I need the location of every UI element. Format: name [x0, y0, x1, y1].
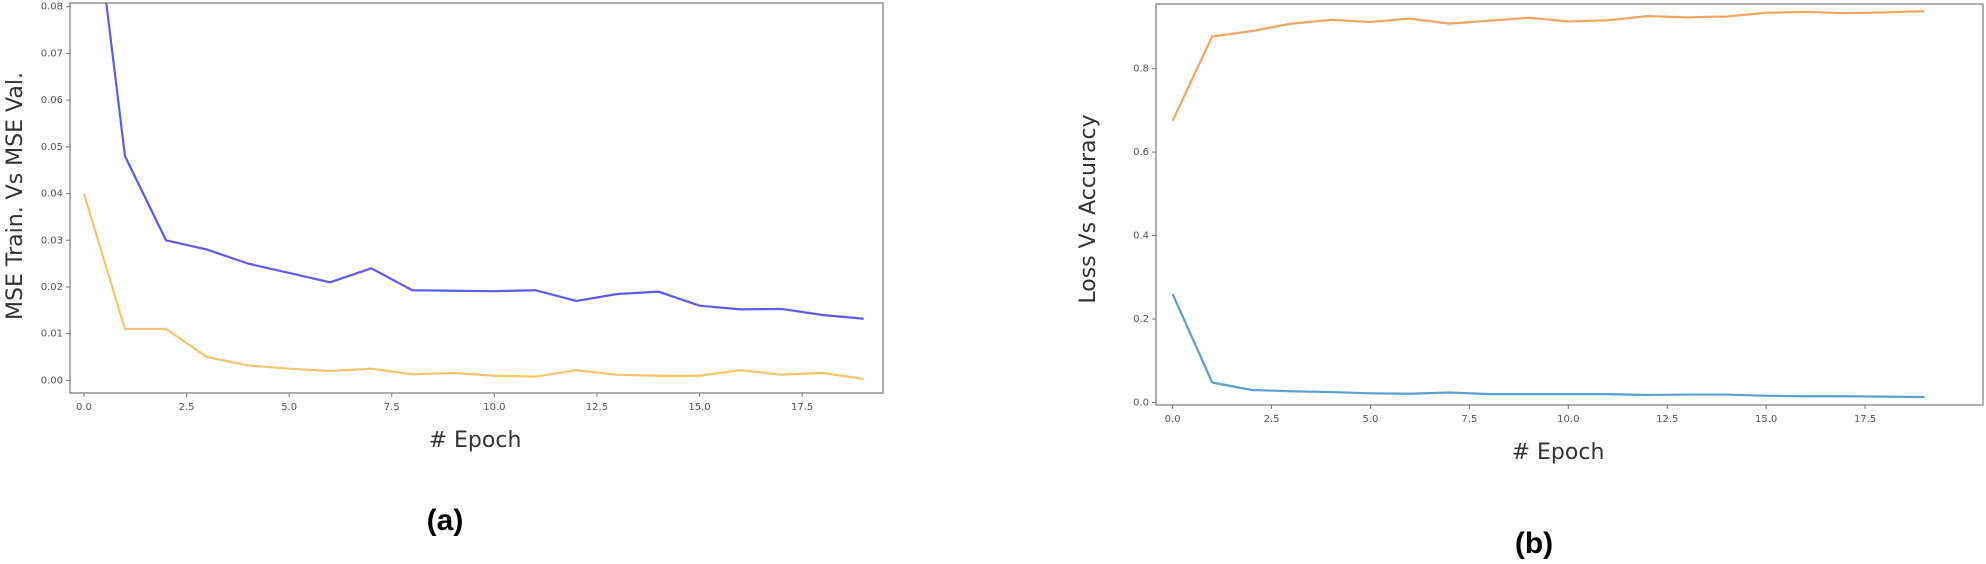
chart: 0.00 0.01 0.02 0.03 0.04 0.05 0.06 0.07 0.08 0.0 2… — [3, 2, 884, 537]
y-tick-label: 0.01 — [41, 329, 63, 340]
y-tick-label: 0.2 — [1133, 314, 1149, 325]
line-series — [82, 193, 864, 381]
line-series — [1171, 293, 1925, 399]
chart: 0.0 0.2 0.4 0.6 0.8 0.0 2.5 5.0 7.5 10.0 12.5 15.0 1… — [1076, 3, 1984, 560]
x-tick-label: 2.5 — [1264, 414, 1280, 425]
x-tick-label: 2.5 — [179, 402, 195, 413]
y-tick-label: 0.0 — [1133, 397, 1149, 408]
line-series — [105, 3, 864, 320]
x-tick-label: 7.5 — [1461, 414, 1477, 425]
y-axis-label: MSE Train. Vs MSE Val. — [3, 72, 28, 320]
x-tick-label: 15.0 — [1755, 414, 1777, 425]
plot-frame — [69, 2, 884, 394]
x-tick-label: 10.0 — [483, 402, 505, 413]
y-tick-label: 0.05 — [41, 142, 63, 153]
x-tick-label: 15.0 — [688, 402, 710, 413]
line-series — [1171, 9, 1925, 122]
x-tick-label: 12.5 — [586, 402, 608, 413]
caption: (a) — [427, 504, 464, 537]
y-tick-label: 0.06 — [41, 95, 63, 106]
x-tick-label: 0.0 — [1165, 414, 1181, 425]
x-tick-label: 17.5 — [791, 402, 813, 413]
x-tick-label: 0.0 — [76, 402, 92, 413]
x-tick-label: 5.0 — [281, 402, 297, 413]
x-axis-label: # Epoch — [429, 428, 522, 453]
x-axis-label: # Epoch — [1512, 440, 1605, 465]
x-tick-label: 17.5 — [1854, 414, 1876, 425]
x-tick-label: 7.5 — [384, 402, 400, 413]
y-tick-label: 0.00 — [41, 375, 63, 386]
x-tick-label: 12.5 — [1656, 414, 1678, 425]
y-tick-label: 0.04 — [41, 189, 63, 200]
y-tick-label: 0.4 — [1133, 231, 1149, 242]
y-tick-label: 0.08 — [41, 2, 63, 13]
x-tick-label: 10.0 — [1557, 414, 1579, 425]
y-tick-label: 0.02 — [41, 282, 63, 293]
x-tick-label: 5.0 — [1363, 414, 1379, 425]
y-tick-label: 0.8 — [1133, 64, 1149, 75]
y-tick-label: 0.6 — [1133, 147, 1149, 158]
caption: (b) — [1515, 527, 1553, 560]
y-axis-label: Loss Vs Accuracy — [1076, 114, 1101, 303]
plot-frame — [1155, 3, 1984, 406]
y-tick-label: 0.07 — [41, 48, 63, 59]
y-tick-label: 0.03 — [41, 235, 63, 246]
